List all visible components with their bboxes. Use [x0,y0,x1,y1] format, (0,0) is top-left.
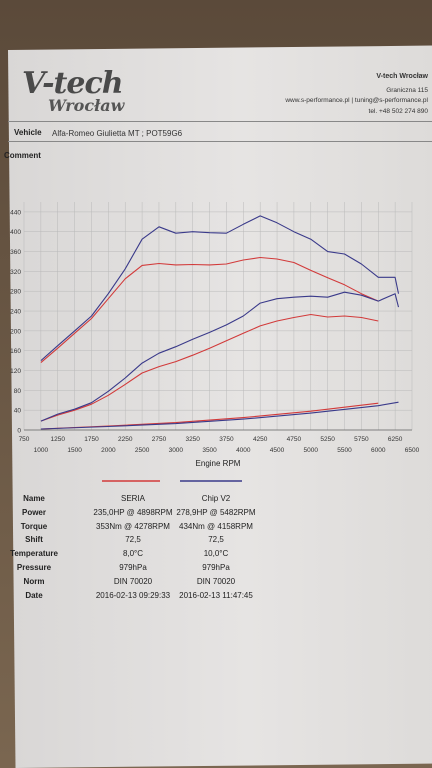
x-tick-label: 3000 [169,447,184,454]
table-cell-seria: 2016-02-13 09:29:33 [95,590,171,600]
table-cell-seria: 72,5 [125,535,141,545]
x-tick-label: 6250 [388,436,403,443]
vehicle-value: Alfa-Romeo Giulietta MT ; POT59G6 [52,129,183,138]
table-cell-seria: 8,0°C [122,549,144,559]
x-tick-label: 5000 [304,447,319,454]
y-tick-label: 120 [10,368,21,375]
x-tick-label: 4500 [270,447,285,454]
series-line-power-chip [40,291,400,422]
table-row-label: Temperature [10,549,58,559]
x-tick-label: 6000 [371,447,386,454]
table-cell-chip: 10,0°C [203,549,229,559]
table-row-label: Date [25,590,43,600]
x-tick-label: 2750 [152,436,167,443]
y-tick-label: 160 [10,348,21,355]
table-row-label: Power [21,507,46,517]
table-row-label: Pressure [16,563,52,572]
table-cell-seria: 235,0HP @ 4898RPM [93,507,173,517]
x-tick-label: 5750 [354,436,369,443]
table-row-label: Name [23,494,45,503]
y-tick-label: 320 [10,269,21,276]
x-tick-label: 6500 [405,447,420,454]
x-tick-label: 3500 [202,447,217,454]
y-tick-label: 80 [14,388,22,395]
y-tick-label: 200 [10,328,21,335]
table-cell-chip: DIN 70020 [196,576,236,586]
company-logo: V-tech [22,66,124,101]
company-phone: tel. +48 502 274 890 [368,108,428,115]
x-tick-label: 4250 [253,436,268,443]
x-tick-label: 5250 [320,436,335,443]
y-tick-label: 280 [10,289,21,296]
table-cell-chip: Chip V2 [201,494,231,503]
table-cell-chip: 434Nm @ 4158RPM [179,521,253,531]
x-tick-label: 2000 [101,447,116,454]
table-cell-chip: 278,9HP @ 5482RPM [176,507,256,517]
x-axis-label: Engine RPM [196,459,241,468]
table-row-label: Shift [25,535,43,545]
y-tick-label: 0 [17,428,21,435]
company-web: www.s-performance.pl | tuning@s-performa… [285,97,428,104]
table-cell-seria: DIN 70020 [113,576,153,586]
company-logo-city: Wrocław [48,96,125,115]
x-tick-label: 1750 [84,436,99,443]
series-line-torque-seria [40,256,379,364]
divider [8,121,432,122]
x-tick-label: 4000 [236,447,251,454]
y-tick-label: 440 [10,209,21,216]
table-cell-chip: 979hPa [202,563,230,572]
y-tick-label: 240 [10,309,21,316]
x-tick-label: 1000 [34,447,49,454]
x-tick-label: 5500 [337,447,352,454]
x-tick-label: 750 [19,436,30,443]
divider [8,141,432,142]
y-tick-label: 360 [10,249,21,256]
x-tick-label: 2250 [118,436,133,443]
x-tick-label: 1500 [67,447,82,454]
table-row-label: Torque [20,521,48,531]
company-name: V-tech Wrocław [376,73,428,80]
table-row-label: Norm [23,576,45,586]
y-tick-label: 400 [10,229,21,236]
x-tick-label: 3250 [185,436,200,443]
x-tick-label: 4750 [287,436,302,443]
x-tick-label: 2500 [135,447,150,454]
table-cell-seria: 979hPa [119,563,147,572]
series-line-power-seria [40,313,379,422]
legend [102,480,242,482]
company-street: Graniczna 115 [386,87,428,94]
table-cell-seria: 353Nm @ 4278RPM [96,521,170,531]
x-tick-label: 3750 [219,436,234,443]
vehicle-label: Vehicle [14,128,42,137]
table-cell-chip: 2016-02-13 11:47:45 [179,590,253,600]
comment-label: Comment [4,151,41,160]
series-line-torque-chip [40,215,400,362]
y-tick-label: 40 [14,408,22,415]
x-tick-label: 1250 [51,436,66,443]
series-line-loss-chip [40,401,399,430]
table-cell-seria: SERIA [120,494,145,503]
table-cell-chip: 72,5 [208,535,224,545]
